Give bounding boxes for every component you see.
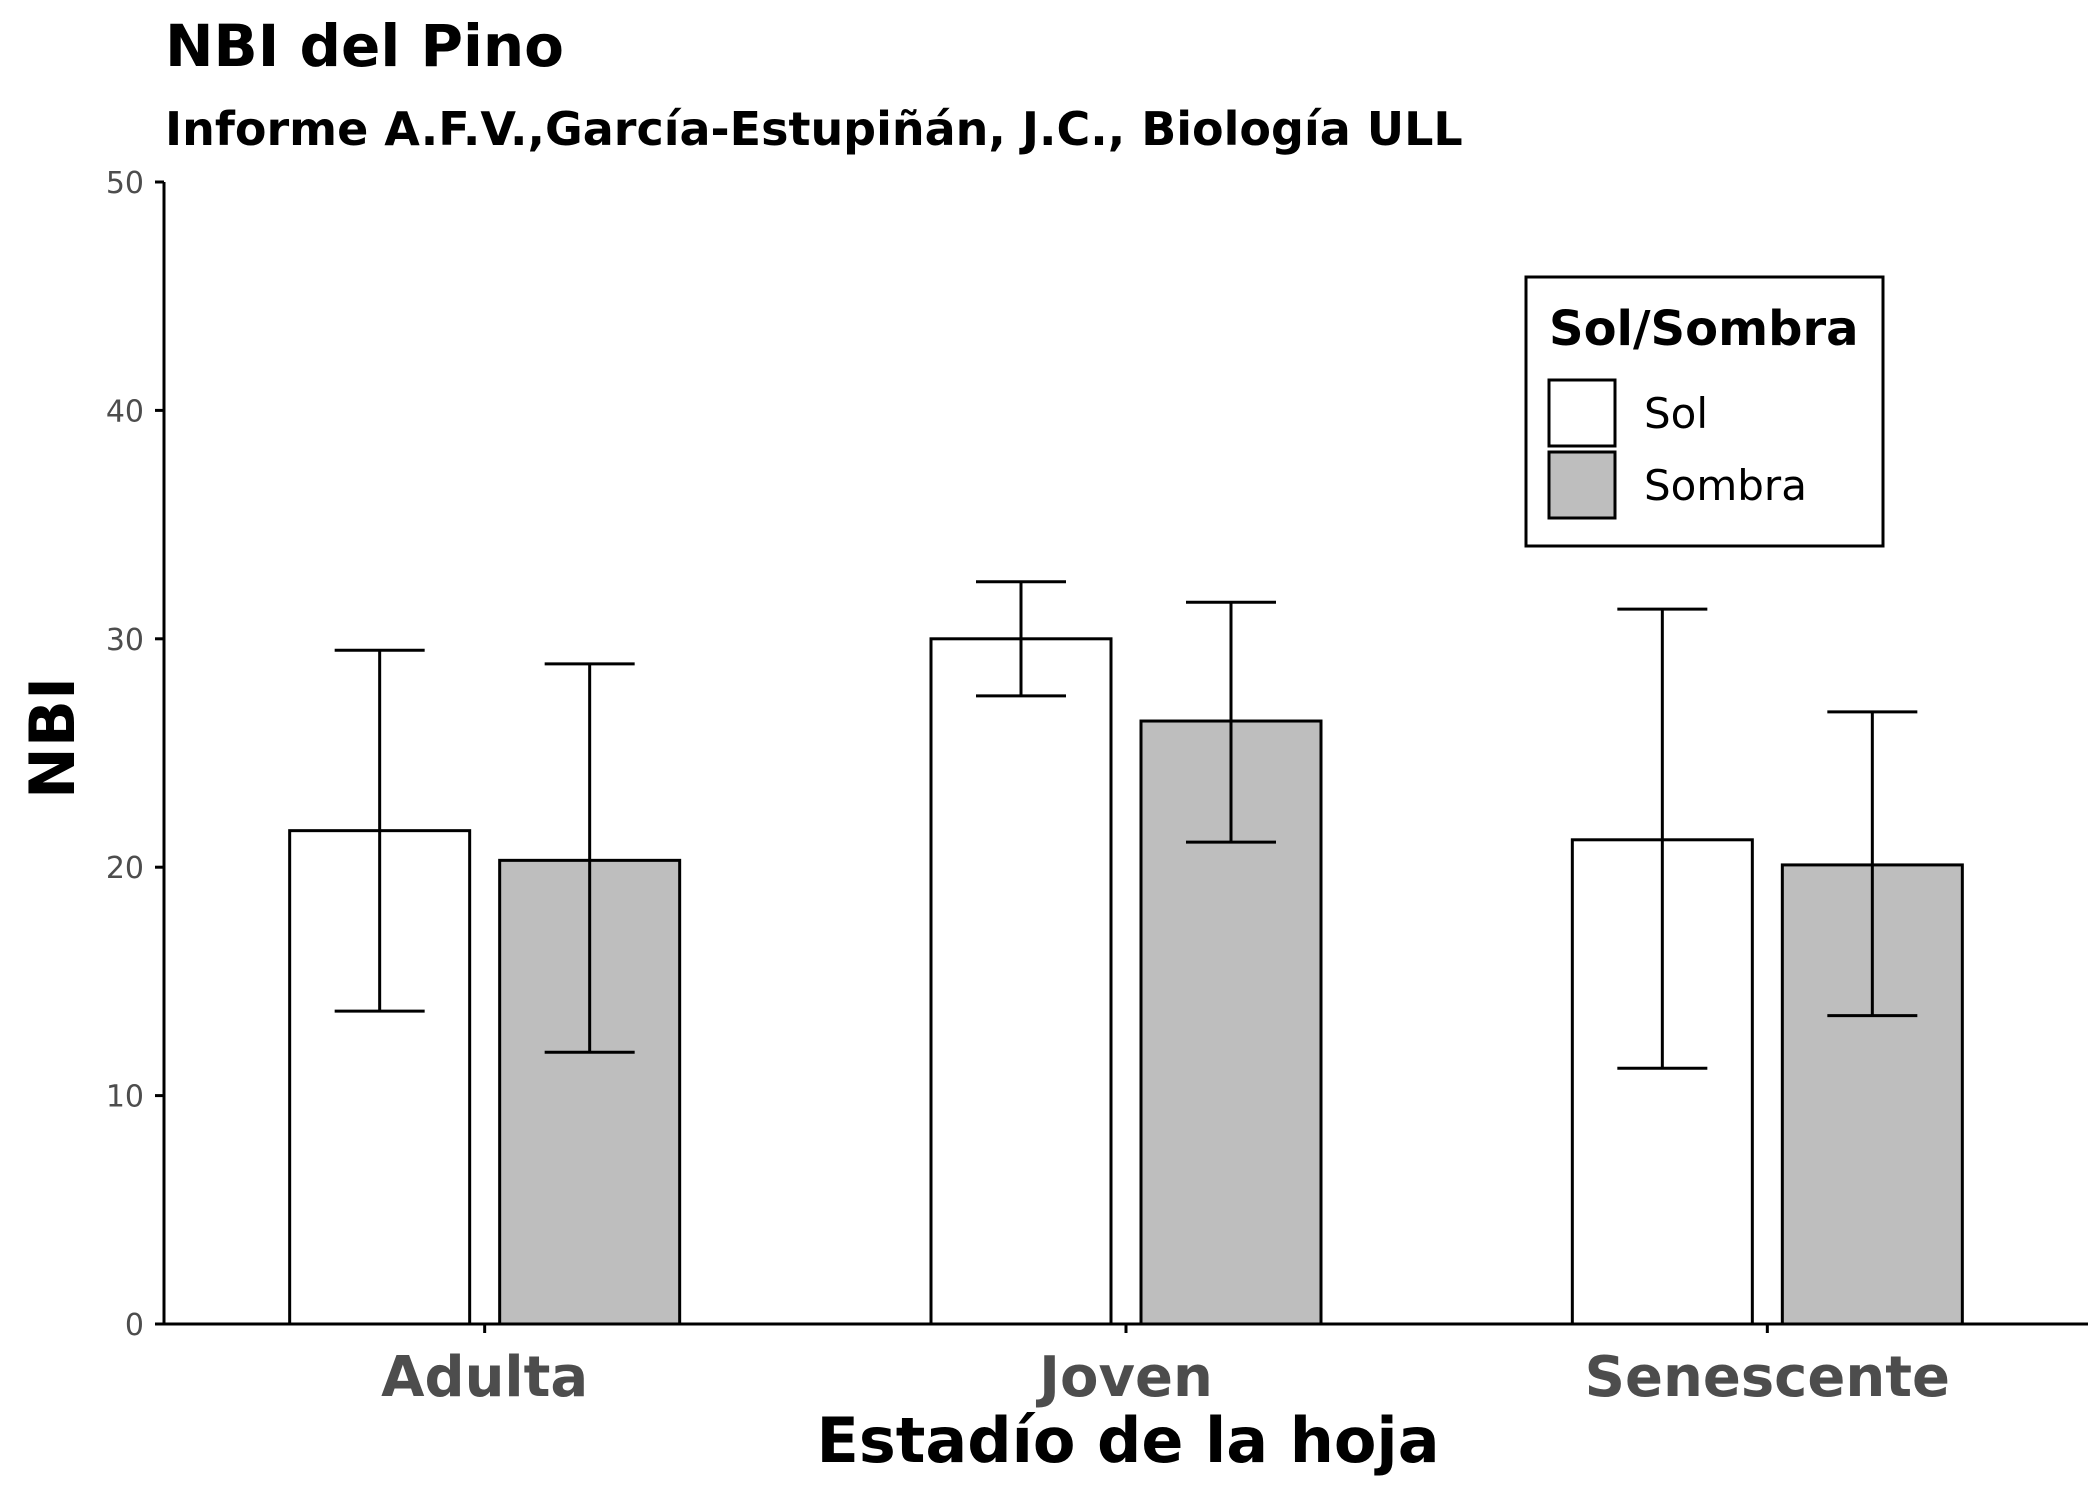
x-axis-title: Estadío de la hoja	[816, 1404, 1439, 1477]
x-tick-label: Adulta	[381, 1345, 588, 1410]
x-axis-ticks: Adulta Joven Senescente	[381, 1324, 1950, 1410]
error-bar-sol-adulta	[334, 648, 425, 1013]
legend-title: Sol/Sombra	[1549, 301, 1859, 357]
y-tick-label: 50	[106, 166, 144, 201]
error-bar-sombra-adulta	[544, 662, 635, 1054]
error-bars-group	[334, 580, 1918, 1070]
legend-items: Sol Sombra	[1547, 378, 1807, 520]
legend-label-sombra: Sombra	[1644, 461, 1807, 510]
error-bar-sombra-joven	[1186, 600, 1276, 844]
error-bar-sol-senescente	[1617, 607, 1708, 1070]
chart-title: NBI del Pino	[165, 12, 564, 80]
bar-sol-joven	[929, 637, 1113, 1326]
legend: Sol/Sombra Sol Sombra	[1524, 275, 1885, 548]
legend-swatch-sombra	[1547, 450, 1617, 520]
legend-label-sol: Sol	[1644, 389, 1708, 438]
bars-group	[288, 637, 1964, 1326]
x-tick-label: Senescente	[1585, 1345, 1950, 1410]
y-tick-label: 40	[106, 394, 144, 429]
y-axis-title: NBI	[16, 677, 89, 799]
error-bar-sol-joven	[976, 580, 1066, 698]
legend-swatch-sol	[1547, 378, 1617, 448]
y-tick-label: 0	[125, 1308, 144, 1343]
y-tick-label: 20	[106, 851, 144, 886]
x-tick-label: Joven	[1035, 1345, 1213, 1410]
chart-subtitle: Informe A.F.V.,García-Estupiñán, J.C., B…	[165, 102, 1463, 156]
y-axis-ticks: 0 10 20 30 40 50	[106, 166, 164, 1343]
error-bar-sombra-senescente	[1827, 710, 1918, 1018]
y-tick-label: 30	[106, 623, 144, 658]
y-tick-label: 10	[106, 1080, 144, 1115]
